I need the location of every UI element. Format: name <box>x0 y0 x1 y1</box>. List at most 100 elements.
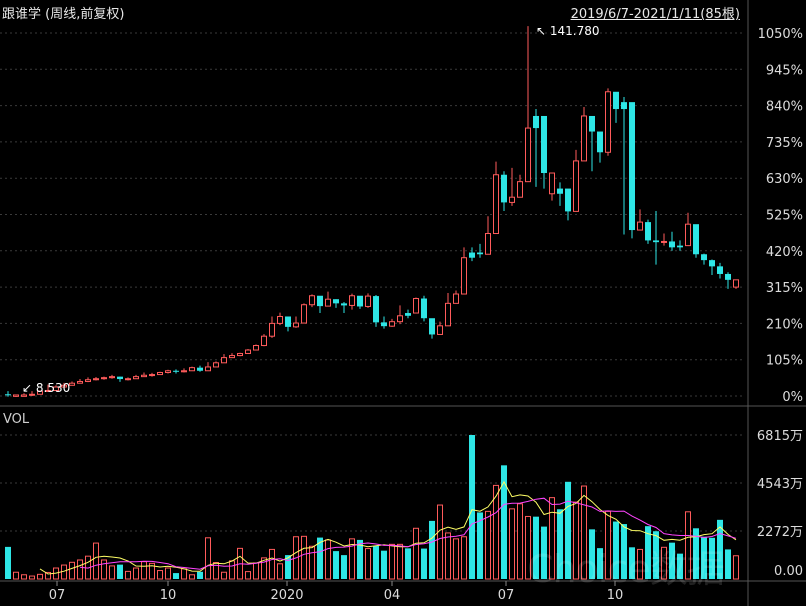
volume-bar <box>573 501 579 580</box>
volume-bar <box>21 574 27 580</box>
candle-body <box>453 293 459 304</box>
candle-body <box>189 367 195 372</box>
candle-body <box>13 394 19 397</box>
candle-body <box>69 382 75 386</box>
candle-body <box>493 174 499 235</box>
candle-body <box>389 321 395 327</box>
volume-bar <box>533 516 539 579</box>
volume-bar <box>653 531 659 579</box>
candle-body <box>669 241 675 248</box>
y-tick-label: 420% <box>766 245 803 260</box>
candle-body <box>653 240 659 243</box>
candle-body <box>101 377 107 380</box>
volume-bar <box>733 555 739 580</box>
volume-bar <box>197 571 203 579</box>
volume-bar <box>541 526 547 579</box>
x-tick-label: 07 <box>49 588 66 603</box>
candle-body <box>701 254 707 261</box>
volume-bar <box>37 573 43 580</box>
candle-body <box>285 316 291 327</box>
candle-body <box>109 376 115 379</box>
candle-body <box>445 302 451 327</box>
candle-body <box>461 257 467 295</box>
candle-body <box>21 394 27 397</box>
volume-bar <box>341 555 347 579</box>
volume-bar <box>597 548 603 579</box>
volume-bar <box>173 573 179 579</box>
candle-body <box>181 370 187 373</box>
volume-bar <box>381 550 387 579</box>
candle-body <box>533 115 539 129</box>
candle-body <box>645 222 651 241</box>
volume-bar <box>77 559 83 580</box>
volume-bar <box>429 520 435 579</box>
volume-bar <box>445 532 451 580</box>
volume-bar <box>69 561 75 580</box>
candle-body <box>261 335 267 347</box>
candle-body <box>93 378 99 381</box>
candle-body <box>621 102 627 110</box>
volume-bar <box>109 565 115 580</box>
candle-body <box>421 298 427 319</box>
volume-bar <box>277 563 283 580</box>
y-tick-label: 945% <box>766 63 803 78</box>
volume-bar <box>357 539 363 579</box>
candle-body <box>245 349 251 354</box>
candle-body <box>405 313 411 316</box>
x-tick-label: 10 <box>607 588 624 603</box>
volume-bar <box>269 548 275 580</box>
volume-bar <box>373 546 379 579</box>
volume-bar <box>13 571 19 580</box>
volume-bar <box>317 537 323 579</box>
volume-bar <box>285 555 291 579</box>
vol-ma10-line <box>79 497 737 570</box>
candle-body <box>349 295 355 306</box>
candle-body <box>229 355 235 359</box>
candle-body <box>157 371 163 376</box>
volume-bar <box>725 549 731 579</box>
candle-body <box>269 322 275 337</box>
volume-bar <box>165 567 171 580</box>
candle-body <box>581 115 587 162</box>
candle-body <box>397 315 403 323</box>
x-tick-label: 04 <box>384 588 401 603</box>
volume-bar <box>333 551 339 579</box>
y-tick-label: 630% <box>766 172 803 187</box>
volume-bar <box>117 564 123 579</box>
vol-tick-label: 2272万 <box>757 525 803 540</box>
volume-bar <box>141 561 147 580</box>
volume-bar <box>493 484 499 580</box>
candle-body <box>501 174 507 203</box>
candle-body <box>597 131 603 153</box>
candle-body <box>341 303 347 306</box>
candle-body <box>565 188 571 212</box>
volume-bar <box>621 524 627 579</box>
candle-body <box>309 295 315 306</box>
x-tick-label: 10 <box>160 588 177 603</box>
volume-bar <box>125 570 131 580</box>
candle-body <box>37 390 43 395</box>
volume-bar <box>93 542 99 580</box>
volume-bar <box>205 537 211 580</box>
volume-bar <box>685 511 691 580</box>
volume-bar <box>581 485 587 580</box>
candle-body <box>549 172 555 195</box>
volume-bar <box>389 543 395 580</box>
candle-body <box>709 260 715 267</box>
volume-bar <box>557 509 563 579</box>
candle-body <box>117 376 123 380</box>
volume-bar <box>397 543 403 580</box>
date-range[interactable]: 2019/6/7-2021/1/11(85根) <box>570 7 740 22</box>
candle-body <box>637 221 643 231</box>
candle-body <box>317 295 323 307</box>
y-tick-label: 105% <box>766 354 803 369</box>
candle-body <box>677 245 683 248</box>
candle-body <box>29 393 35 396</box>
candle-body <box>237 352 243 357</box>
candle-body <box>661 240 667 243</box>
candle-body <box>141 374 147 378</box>
candle-body <box>173 370 179 372</box>
candle-body <box>613 91 619 110</box>
candle-body <box>541 115 547 174</box>
